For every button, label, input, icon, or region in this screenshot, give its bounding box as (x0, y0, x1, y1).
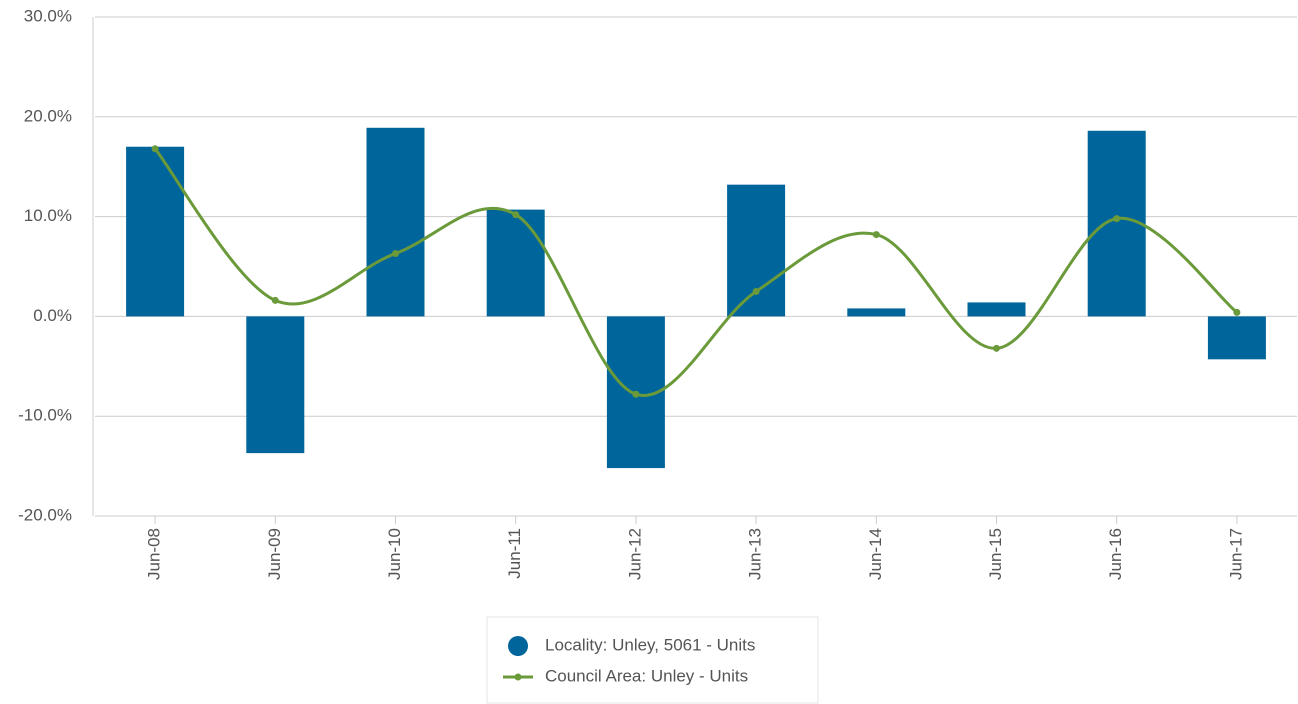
bar (967, 302, 1026, 317)
bar (486, 209, 545, 317)
line-point (872, 231, 880, 239)
x-tick-label: Jun-11 (505, 528, 524, 579)
y-tick-label: -10.0% (18, 406, 72, 425)
line-point (752, 287, 760, 295)
y-tick-label: 0.0% (33, 306, 72, 325)
x-tick-label: Jun-16 (1106, 528, 1125, 580)
x-tick-label: Jun-13 (746, 528, 765, 580)
x-tick-label: Jun-15 (986, 528, 1005, 580)
bar (126, 146, 185, 317)
bar (1207, 316, 1266, 360)
x-tick-label: Jun-17 (1226, 528, 1245, 580)
line-point (392, 250, 399, 258)
bar (246, 316, 305, 454)
legend-label: Locality: Unley, 5061 - Units (545, 635, 755, 654)
bar (847, 308, 906, 317)
y-tick-label: 10.0% (24, 206, 72, 225)
x-tick-label: Jun-08 (145, 528, 164, 580)
line-point (993, 344, 1000, 352)
legend-marker (514, 673, 522, 681)
x-tick-label: Jun-14 (866, 528, 885, 580)
bar (366, 127, 425, 317)
y-tick-label: -20.0% (18, 505, 72, 524)
line-point (1113, 215, 1121, 223)
line-point (151, 145, 159, 153)
legend-label: Council Area: Unley - Units (545, 666, 748, 685)
legend-marker (508, 636, 528, 656)
line (153, 147, 1238, 397)
bar (727, 184, 786, 317)
x-tick-label: Jun-10 (385, 528, 404, 580)
y-tick-label: 20.0% (24, 106, 72, 125)
x-tick-label: Jun-09 (265, 528, 284, 580)
line-point (632, 390, 640, 398)
bar (1087, 130, 1146, 317)
y-tick-label: 30.0% (24, 6, 72, 25)
legend-box (486, 616, 819, 704)
line-point (1233, 308, 1241, 316)
x-tick-label: Jun-12 (625, 528, 644, 580)
line-point (271, 296, 279, 304)
line-point (512, 211, 520, 219)
